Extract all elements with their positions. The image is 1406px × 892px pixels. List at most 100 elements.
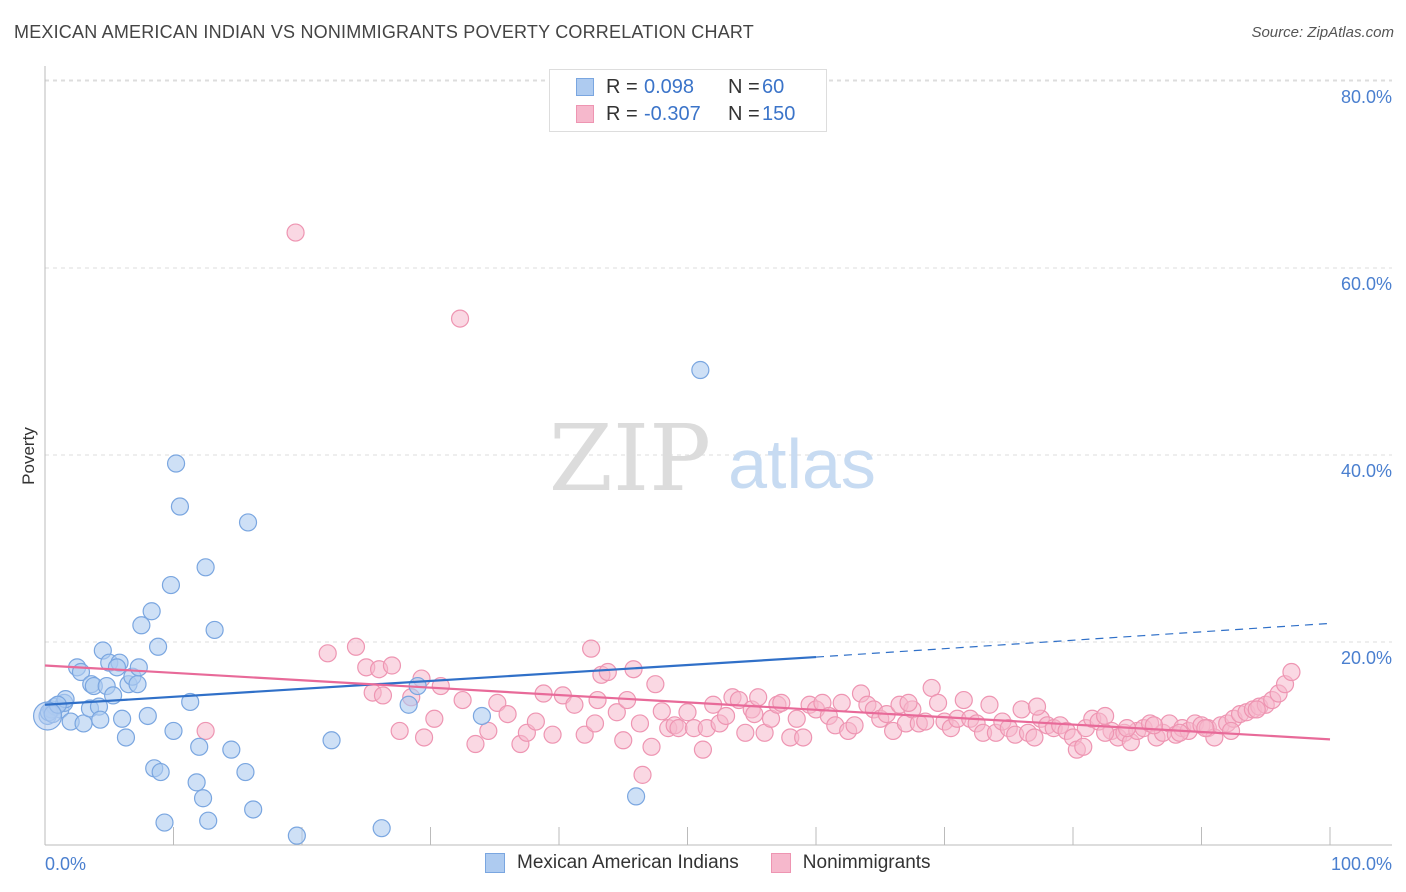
tick-labels: 20.0% 40.0% 60.0% 80.0% 0.0% 100.0%: [45, 87, 1392, 874]
y-tick-label: 80.0%: [1341, 87, 1392, 107]
point-nonimmigrants: [598, 662, 617, 682]
point-mexican-american-indians: [142, 602, 161, 621]
point-mexican-american-indians: [166, 454, 186, 473]
point-nonimmigrants: [899, 693, 918, 712]
point-nonimmigrants: [954, 690, 973, 710]
point-nonimmigrants: [1025, 728, 1044, 747]
point-mexican-american-indians: [132, 616, 151, 635]
point-nonimmigrants: [373, 686, 393, 705]
point-nonimmigrants: [466, 734, 485, 754]
watermark-atlas: atlas: [728, 425, 876, 503]
legend-n-value: 60: [762, 75, 785, 98]
point-nonimmigrants: [479, 721, 498, 741]
point-nonimmigrants: [614, 731, 633, 750]
point-nonimmigrants: [633, 765, 652, 784]
y-tick-label: 20.0%: [1341, 648, 1392, 668]
point-nonimmigrants: [1027, 697, 1047, 716]
y-tick-label: 40.0%: [1341, 461, 1392, 481]
point-nonimmigrants: [669, 719, 688, 738]
point-nonimmigrants: [543, 725, 562, 744]
point-mexican-american-indians: [287, 826, 306, 845]
point-mexican-american-indians: [244, 800, 263, 819]
point-mexican-american-indians: [626, 787, 646, 806]
point-nonimmigrants: [832, 693, 851, 712]
point-nonimmigrants: [716, 706, 736, 726]
legend-swatch-pink: [576, 105, 594, 123]
point-mexican-american-indians: [155, 813, 174, 832]
legend-label-pink: Nonimmigrants: [802, 852, 931, 873]
point-nonimmigrants: [498, 704, 517, 724]
trendlines: [44, 622, 1331, 741]
point-mexican-american-indians: [222, 740, 241, 759]
point-nonimmigrants: [582, 639, 601, 658]
point-nonimmigrants: [588, 690, 607, 710]
legend-r-value: -0.307: [644, 102, 701, 125]
legend-n-label: N =: [728, 102, 760, 125]
point-nonimmigrants: [346, 637, 366, 656]
gridlines: [45, 79, 1392, 643]
point-nonimmigrants: [749, 688, 768, 707]
point-nonimmigrants: [526, 712, 545, 731]
legend-row-blue: R = 0.098 N = 60: [550, 74, 784, 100]
source-label: Source: ZipAtlas.com: [1251, 24, 1394, 41]
point-nonimmigrants: [922, 678, 941, 698]
legend-item-nonimmigrants[interactable]: Nonimmigrants: [770, 852, 931, 874]
point-nonimmigrants: [980, 695, 999, 714]
point-nonimmigrants: [630, 714, 650, 733]
point-mexican-american-indians: [91, 710, 110, 729]
legend-n-value: 150: [762, 102, 796, 125]
trendline-blue-extension: [815, 622, 1331, 658]
legend-item-mexican-american-indians[interactable]: Mexican American Indians: [485, 852, 739, 874]
point-mexican-american-indians: [181, 692, 200, 712]
y-axis-label: Poverty: [19, 427, 38, 485]
point-nonimmigrants: [425, 709, 444, 728]
point-mexican-american-indians: [187, 773, 206, 792]
point-nonimmigrants: [318, 644, 337, 663]
point-nonimmigrants: [585, 714, 605, 733]
legend-r-value: 0.098: [644, 75, 695, 98]
point-mexican-american-indians: [190, 737, 209, 756]
series-legend: Mexican American Indians Nonimmigrants: [485, 852, 963, 874]
point-mexican-american-indians: [107, 658, 127, 677]
point-nonimmigrants: [678, 703, 697, 722]
legend-row-pink: R = -0.307 N = 150: [550, 101, 795, 127]
point-nonimmigrants: [1096, 723, 1115, 742]
point-nonimmigrants: [565, 695, 584, 714]
point-nonimmigrants: [607, 703, 626, 722]
point-nonimmigrants: [414, 728, 434, 747]
point-nonimmigrants: [196, 721, 215, 741]
point-nonimmigrants: [736, 723, 755, 742]
correlation-legend: R = 0.098 N = 60 R = -0.307 N = 150: [549, 69, 827, 132]
point-mexican-american-indians: [161, 575, 181, 595]
point-nonimmigrants: [1012, 700, 1031, 719]
point-mexican-american-indians: [32, 701, 63, 731]
legend-n-label: N =: [728, 75, 760, 98]
point-nonimmigrants: [845, 716, 864, 735]
point-nonimmigrants: [390, 721, 409, 741]
point-mexican-american-indians: [128, 675, 147, 694]
point-mexican-american-indians: [148, 637, 168, 656]
legend-swatch-blue: [576, 78, 594, 96]
point-nonimmigrants: [431, 676, 450, 696]
point-mexican-american-indians: [322, 731, 341, 750]
point-nonimmigrants: [450, 309, 470, 328]
point-mexican-american-indians: [164, 721, 183, 741]
point-mexican-american-indians: [199, 811, 218, 830]
point-nonimmigrants: [1074, 737, 1093, 756]
point-nonimmigrants: [745, 704, 764, 724]
point-mexican-american-indians: [196, 558, 215, 577]
point-nonimmigrants: [382, 656, 402, 675]
point-nonimmigrants: [575, 725, 594, 744]
point-nonimmigrants: [1221, 721, 1241, 741]
point-nonimmigrants: [652, 702, 671, 721]
watermark-zip: ZIP: [549, 405, 711, 512]
trendline-pink: [44, 664, 1331, 741]
point-nonimmigrants: [488, 693, 507, 712]
point-nonimmigrants: [928, 693, 948, 712]
point-mexican-american-indians: [112, 709, 132, 728]
legend-label-blue: Mexican American Indians: [517, 852, 739, 873]
point-mexican-american-indians: [170, 497, 190, 516]
legend-swatch-pink: [770, 853, 791, 873]
x-tick-label-max: 100.0%: [1331, 854, 1392, 874]
